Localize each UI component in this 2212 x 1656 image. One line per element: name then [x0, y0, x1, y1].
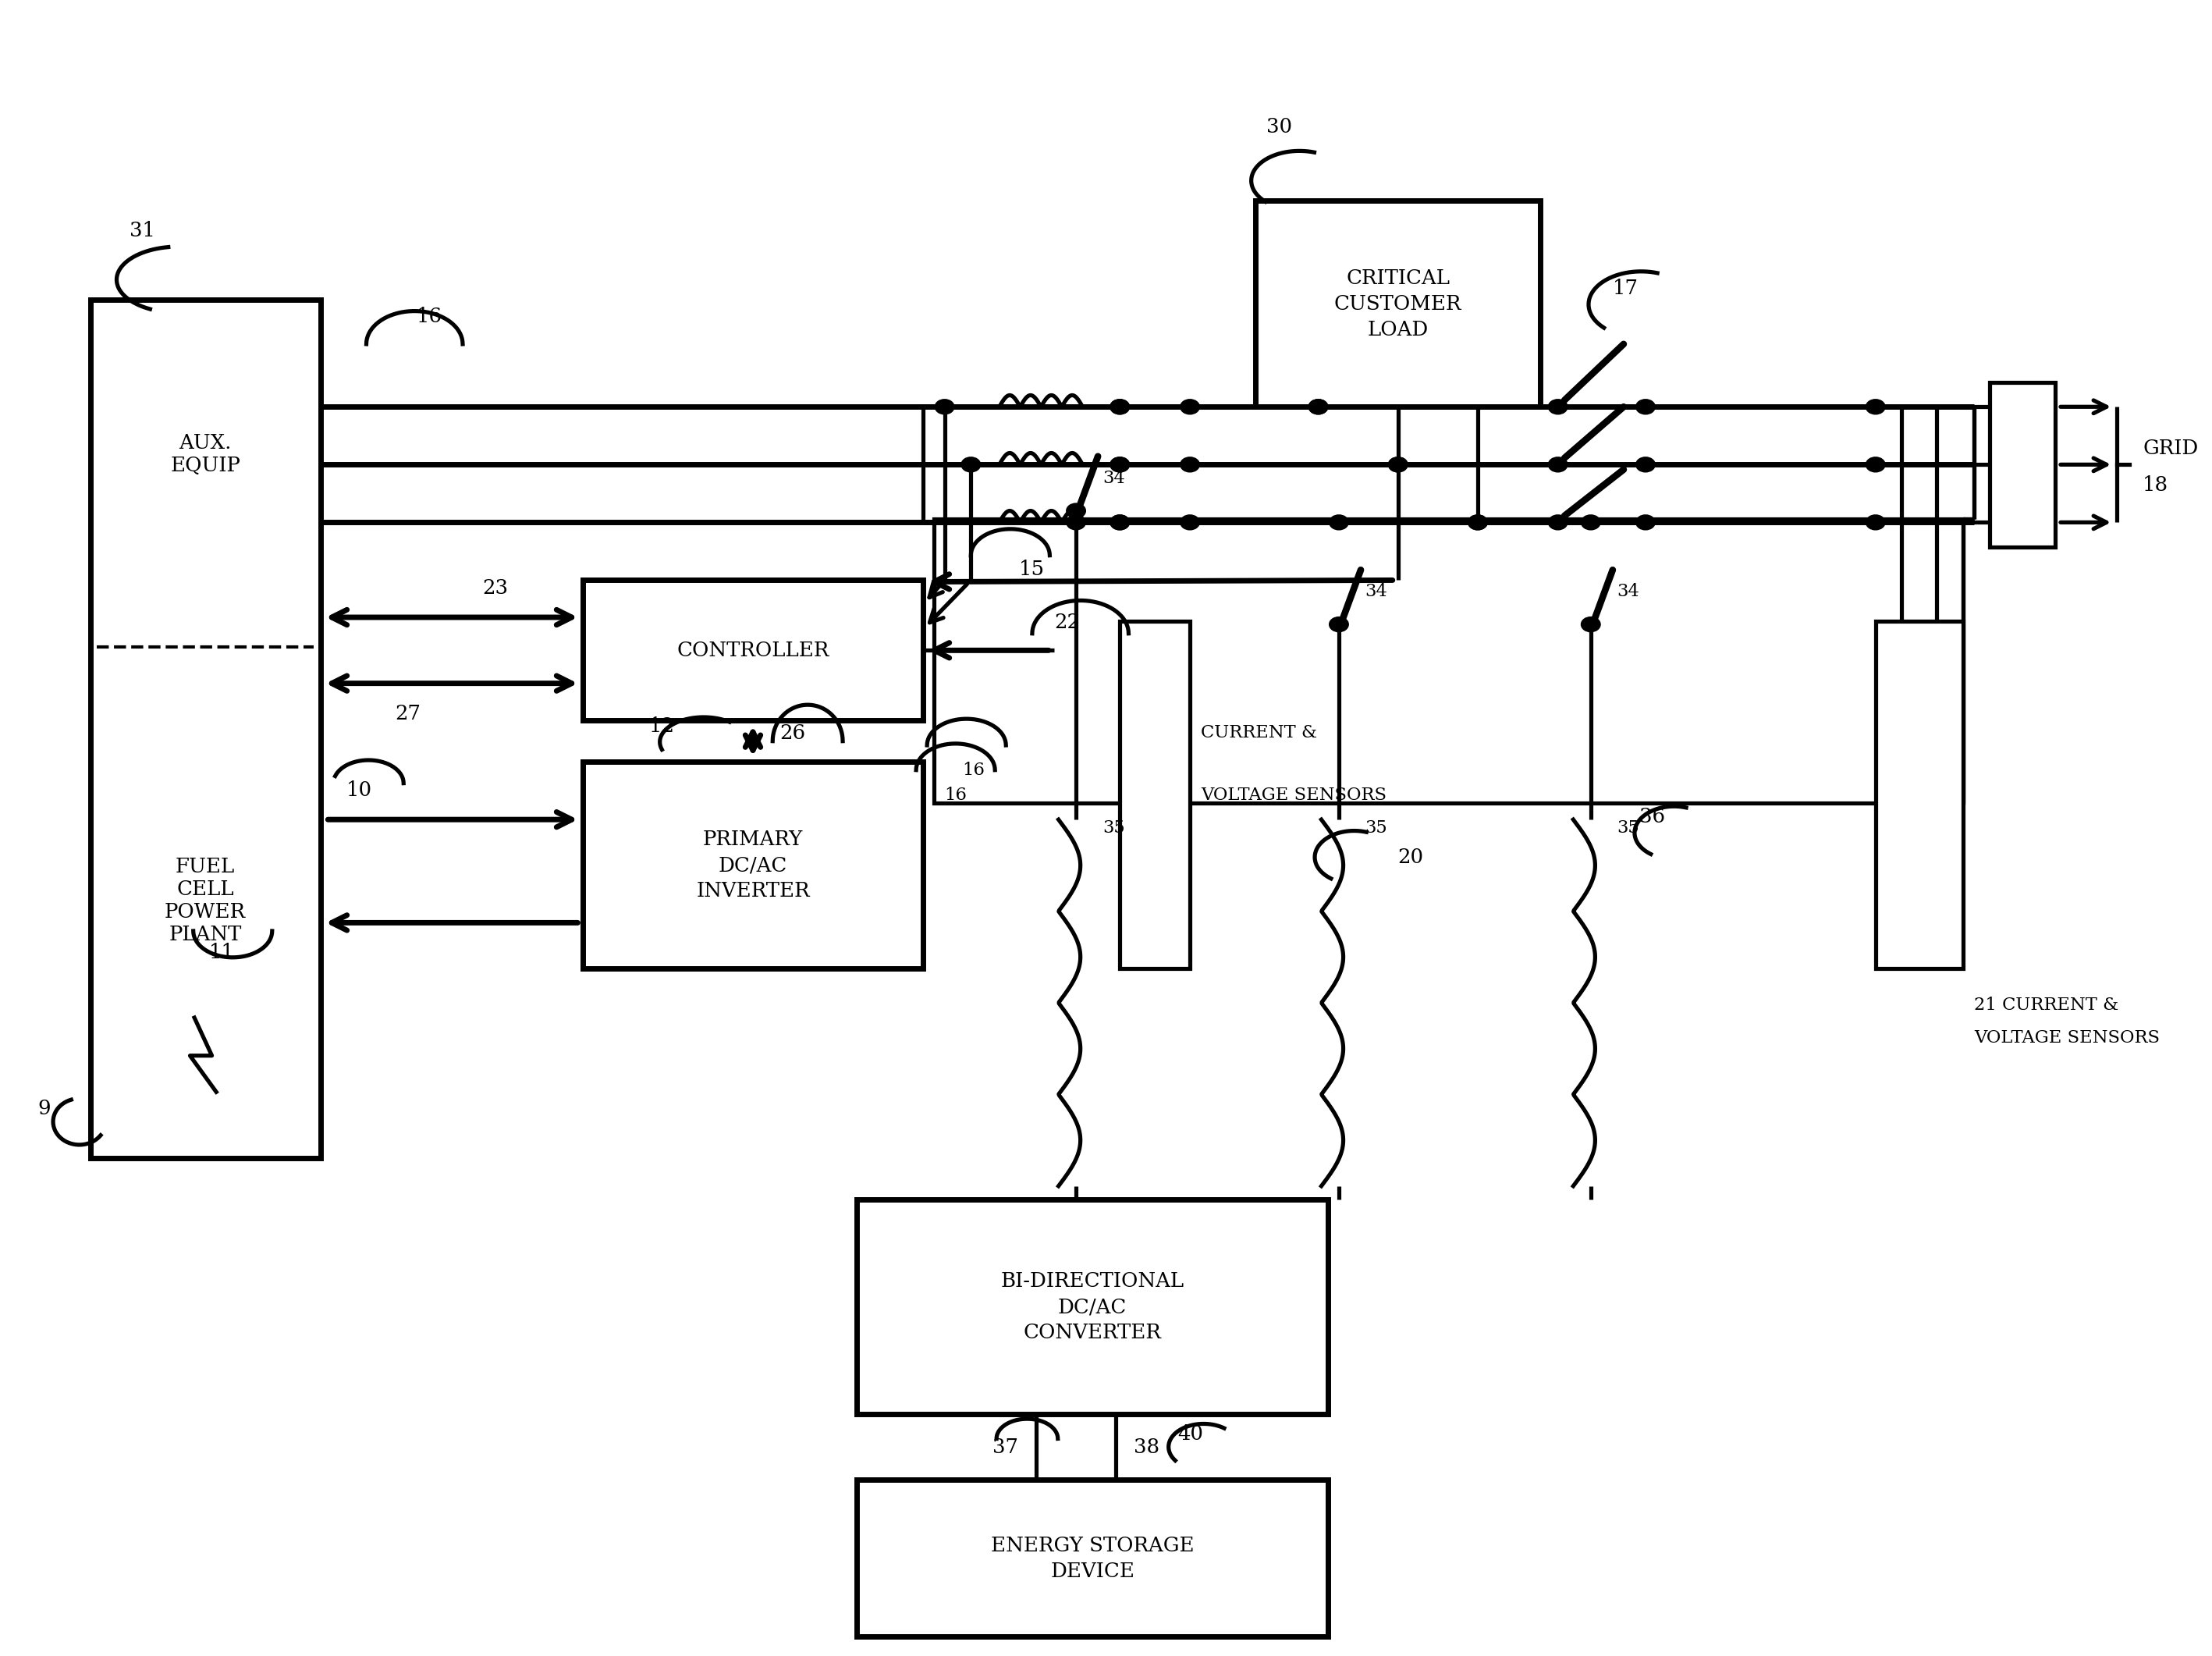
Text: 38: 38 — [1133, 1437, 1159, 1457]
Circle shape — [1548, 517, 1566, 530]
Circle shape — [1469, 517, 1486, 530]
Text: 36: 36 — [1639, 806, 1666, 826]
Text: PRIMARY
DC/AC
INVERTER: PRIMARY DC/AC INVERTER — [697, 830, 810, 901]
Circle shape — [1867, 517, 1885, 530]
Text: AUX.
EQUIP: AUX. EQUIP — [170, 434, 241, 475]
Text: 12: 12 — [648, 715, 675, 735]
Circle shape — [1548, 401, 1566, 414]
Text: 22: 22 — [1055, 613, 1079, 633]
Circle shape — [1110, 517, 1128, 530]
Circle shape — [936, 401, 953, 414]
Circle shape — [1110, 517, 1128, 530]
Text: 16: 16 — [416, 306, 442, 326]
Circle shape — [1110, 401, 1128, 414]
Text: 26: 26 — [779, 724, 805, 744]
Text: 40: 40 — [1177, 1424, 1203, 1444]
Circle shape — [1867, 459, 1885, 472]
Bar — [933, 520, 1962, 803]
Text: BI-DIRECTIONAL
DC/AC
CONVERTER: BI-DIRECTIONAL DC/AC CONVERTER — [1000, 1272, 1183, 1341]
Circle shape — [962, 459, 980, 472]
Circle shape — [1329, 517, 1347, 530]
Bar — [856, 1199, 1327, 1414]
Circle shape — [1110, 459, 1128, 472]
Text: CURRENT &: CURRENT & — [1201, 724, 1316, 742]
Text: 35: 35 — [1617, 820, 1639, 836]
Text: 20: 20 — [1398, 848, 1425, 868]
Text: 23: 23 — [482, 578, 509, 598]
Circle shape — [1066, 505, 1084, 518]
Circle shape — [1181, 459, 1199, 472]
Text: ENERGY STORAGE
DEVICE: ENERGY STORAGE DEVICE — [991, 1535, 1194, 1581]
Circle shape — [1329, 618, 1347, 631]
Circle shape — [1637, 517, 1655, 530]
Text: 17: 17 — [1613, 278, 1639, 298]
Text: 18: 18 — [2143, 475, 2168, 495]
Text: 10: 10 — [347, 780, 372, 800]
Text: 21 CURRENT &: 21 CURRENT & — [1973, 995, 2119, 1013]
Text: 15: 15 — [1020, 560, 1044, 578]
Text: GRID: GRID — [2143, 439, 2199, 459]
Circle shape — [1110, 401, 1128, 414]
Text: VOLTAGE SENSORS: VOLTAGE SENSORS — [1973, 1028, 2159, 1047]
Circle shape — [1181, 517, 1199, 530]
Text: 16: 16 — [945, 787, 967, 803]
Circle shape — [1389, 459, 1407, 472]
Text: 34: 34 — [1102, 470, 1126, 487]
Circle shape — [1310, 401, 1327, 414]
Text: 30: 30 — [1267, 118, 1292, 136]
Bar — [1989, 383, 2055, 548]
Text: 9: 9 — [38, 1100, 51, 1118]
Circle shape — [1582, 517, 1599, 530]
Bar — [584, 762, 922, 969]
Circle shape — [1389, 459, 1407, 472]
Bar — [584, 580, 922, 720]
Circle shape — [1469, 517, 1486, 530]
Text: 34: 34 — [1365, 583, 1387, 599]
Text: 27: 27 — [396, 704, 420, 724]
Bar — [91, 300, 321, 1158]
Circle shape — [1310, 401, 1327, 414]
Text: 37: 37 — [993, 1437, 1018, 1457]
Text: 34: 34 — [1617, 583, 1639, 599]
Text: CRITICAL
CUSTOMER
LOAD: CRITICAL CUSTOMER LOAD — [1334, 268, 1462, 339]
Circle shape — [1637, 401, 1655, 414]
Text: 35: 35 — [1365, 820, 1387, 836]
Circle shape — [1066, 517, 1084, 530]
Text: VOLTAGE SENSORS: VOLTAGE SENSORS — [1201, 787, 1387, 803]
Circle shape — [1181, 401, 1199, 414]
Circle shape — [1582, 618, 1599, 631]
Circle shape — [1110, 459, 1128, 472]
Bar — [1119, 621, 1190, 969]
Text: 16: 16 — [962, 762, 984, 778]
Circle shape — [1637, 459, 1655, 472]
Bar — [1876, 621, 1962, 969]
Text: 35: 35 — [1102, 820, 1124, 836]
Circle shape — [1867, 401, 1885, 414]
Text: 11: 11 — [208, 942, 234, 962]
Circle shape — [1548, 459, 1566, 472]
Text: CONTROLLER: CONTROLLER — [677, 641, 830, 661]
Text: FUEL
CELL
POWER
PLANT: FUEL CELL POWER PLANT — [164, 856, 246, 944]
Text: 31: 31 — [131, 220, 155, 240]
Bar — [1256, 200, 1540, 407]
Bar — [856, 1480, 1327, 1636]
